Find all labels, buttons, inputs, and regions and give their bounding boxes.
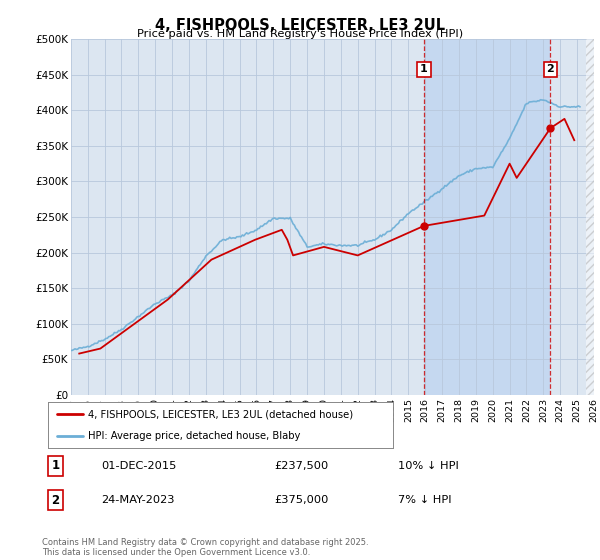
Text: 2: 2 — [547, 64, 554, 74]
Text: 4, FISHPOOLS, LEICESTER, LE3 2UL: 4, FISHPOOLS, LEICESTER, LE3 2UL — [155, 18, 445, 33]
Text: 01-DEC-2015: 01-DEC-2015 — [101, 461, 177, 471]
Text: 1: 1 — [52, 459, 59, 473]
Bar — [424, 39, 550, 395]
Text: 1: 1 — [420, 64, 428, 74]
Text: 10% ↓ HPI: 10% ↓ HPI — [398, 461, 459, 471]
Text: 2: 2 — [52, 493, 59, 507]
Text: £375,000: £375,000 — [274, 495, 329, 505]
Text: 24-MAY-2023: 24-MAY-2023 — [101, 495, 175, 505]
Text: HPI: Average price, detached house, Blaby: HPI: Average price, detached house, Blab… — [88, 431, 300, 441]
Text: £237,500: £237,500 — [274, 461, 328, 471]
Text: Contains HM Land Registry data © Crown copyright and database right 2025.
This d: Contains HM Land Registry data © Crown c… — [42, 538, 368, 557]
Text: 4, FISHPOOLS, LEICESTER, LE3 2UL (detached house): 4, FISHPOOLS, LEICESTER, LE3 2UL (detach… — [88, 409, 353, 419]
Text: Price paid vs. HM Land Registry's House Price Index (HPI): Price paid vs. HM Land Registry's House … — [137, 29, 463, 39]
Text: 7% ↓ HPI: 7% ↓ HPI — [398, 495, 452, 505]
